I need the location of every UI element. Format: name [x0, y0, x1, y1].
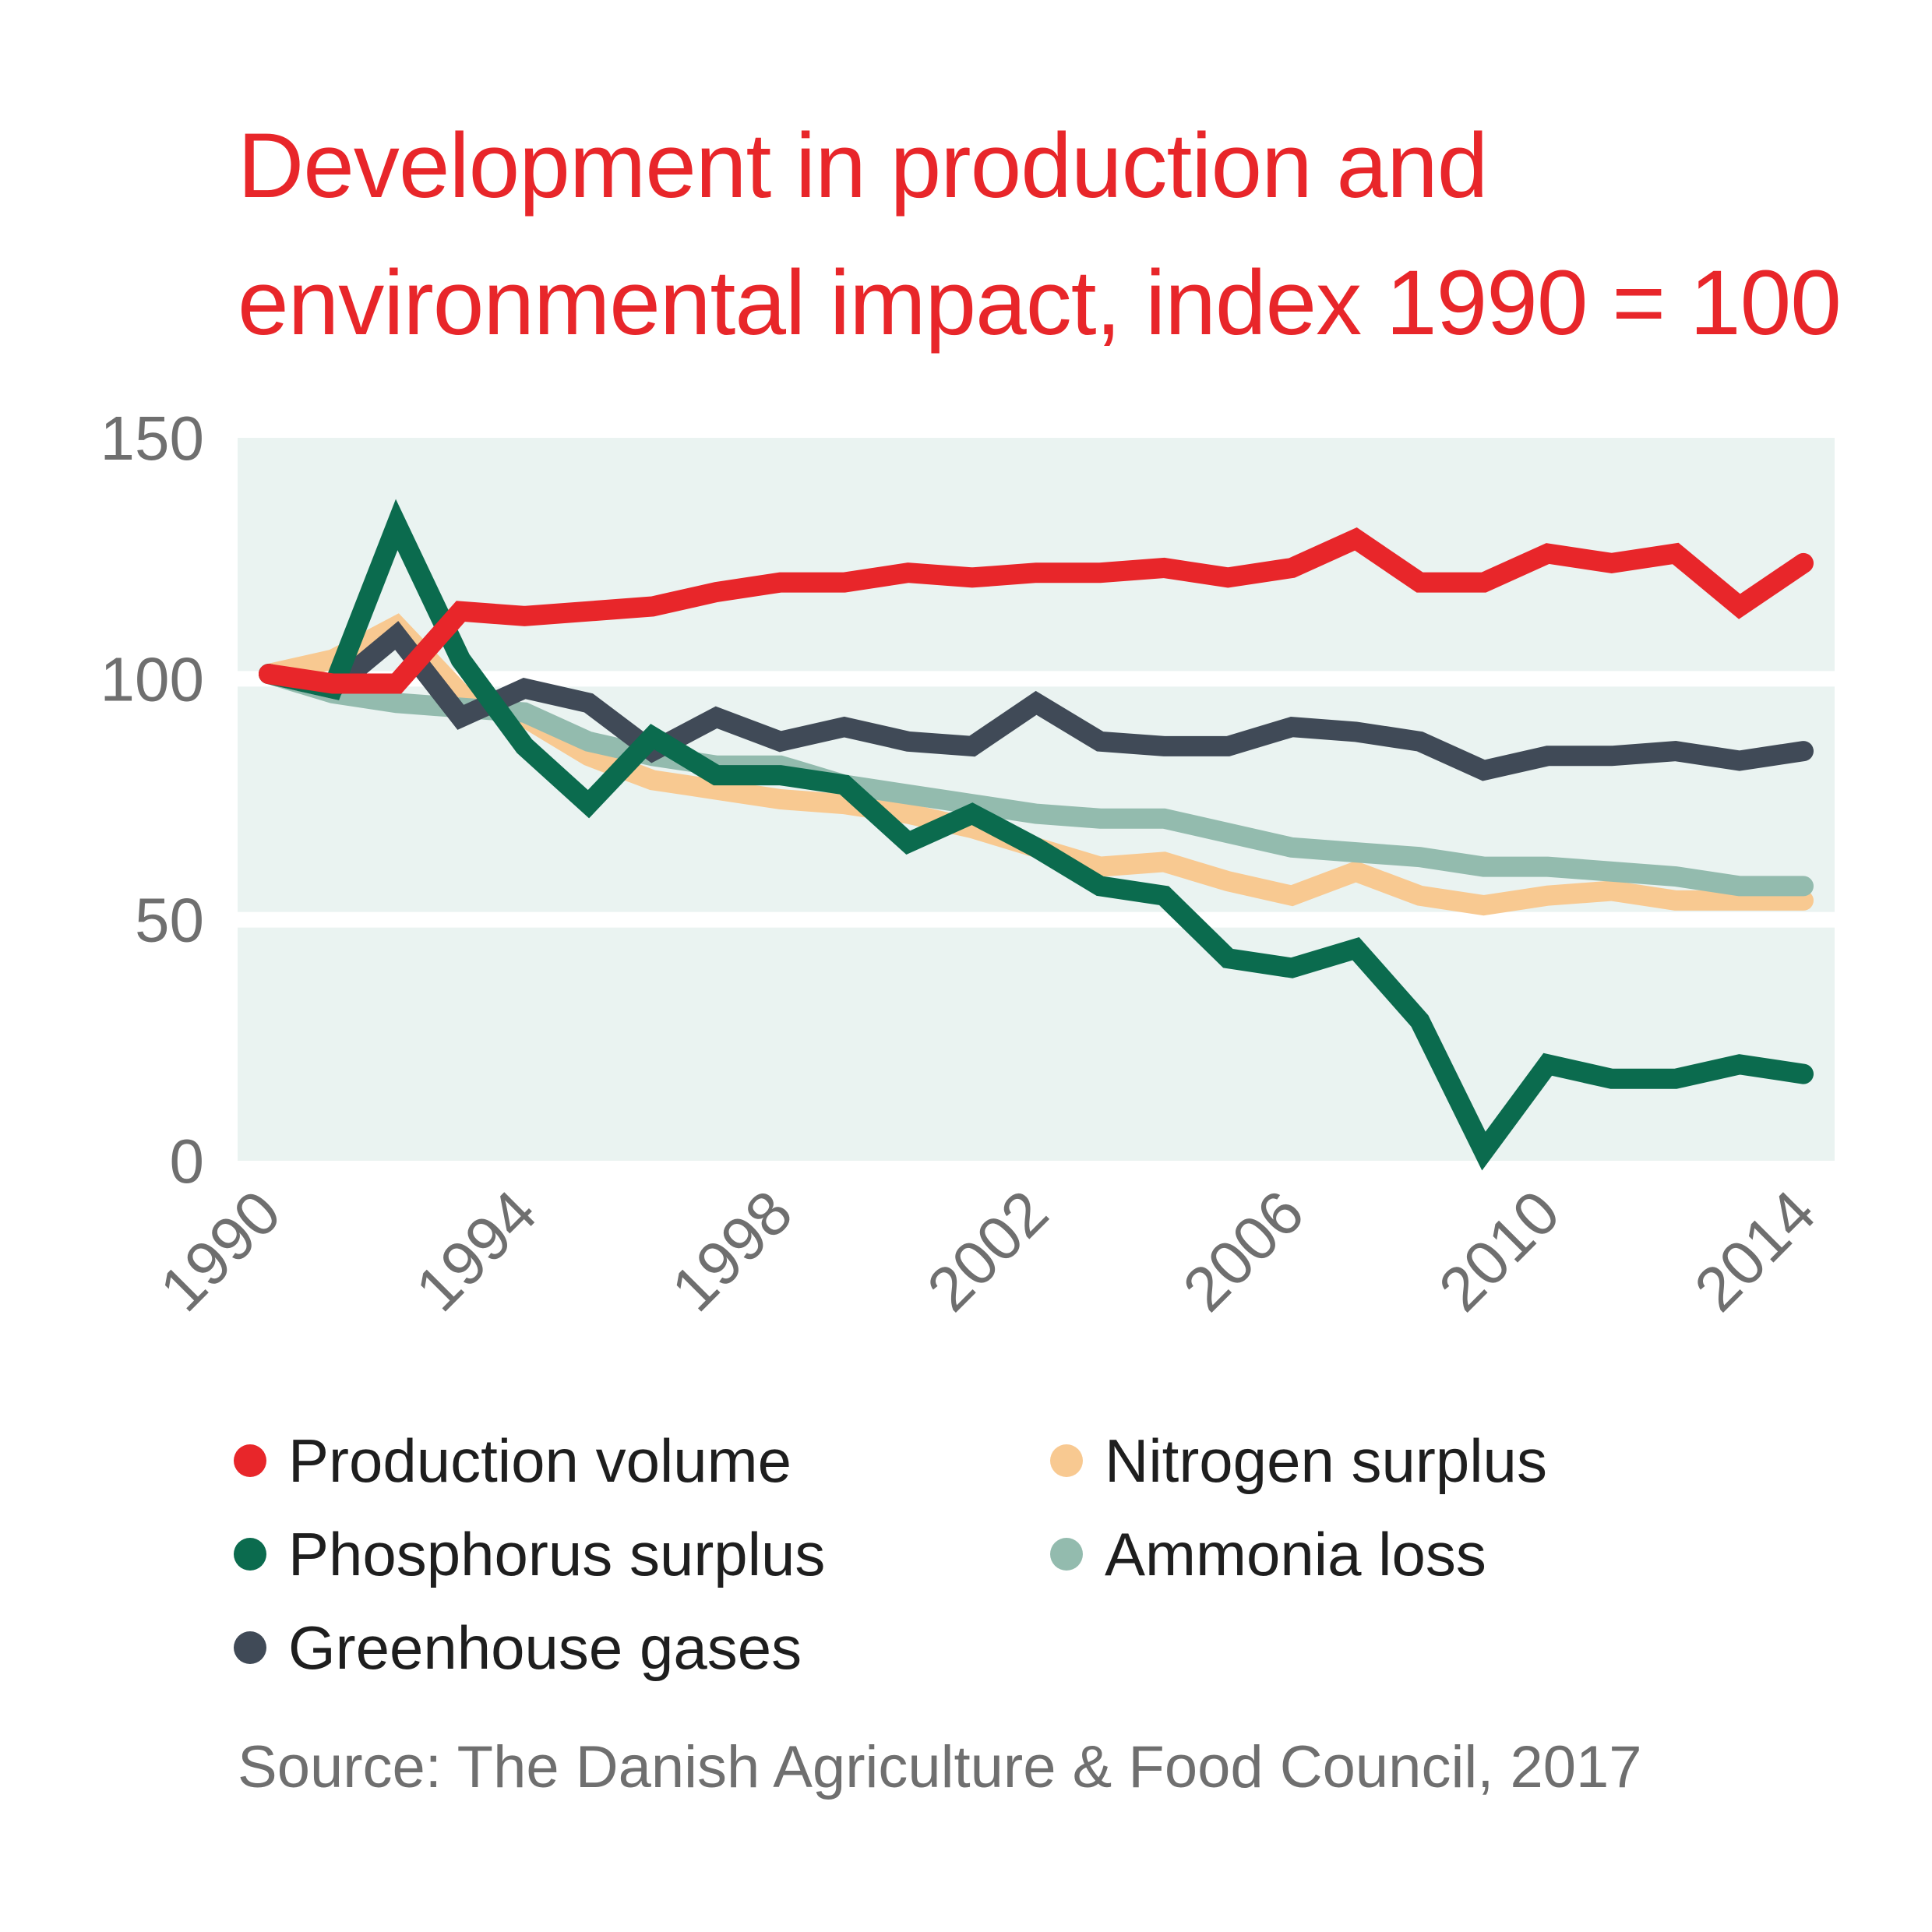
phosphorus-surplus-dot-icon [234, 1538, 266, 1571]
plot-background [238, 438, 1835, 1161]
series-line-greenhouse-gases [259, 621, 1814, 781]
y-axis-ticks: 0 50 100 150 [100, 404, 204, 1196]
plot-area [238, 438, 1835, 1161]
series-lines [259, 499, 1814, 1171]
chart-title: Development in production and environmen… [238, 97, 1874, 372]
legend-label-production-volume: Production volume [288, 1426, 792, 1495]
series-line-phosphorus-surplus [259, 499, 1814, 1171]
legend: Production volume Nitrogen surplus Phosp… [234, 1414, 1714, 1726]
y-tick-label: 100 [100, 644, 204, 714]
legend-label-nitrogen-surplus: Nitrogen surplus [1105, 1426, 1547, 1495]
x-tick-label: 2014 [1681, 1177, 1828, 1324]
x-tick-label: 1994 [403, 1177, 550, 1324]
y-tick-label: 150 [100, 404, 204, 473]
production-volume-dot-icon [234, 1444, 266, 1477]
series-line-ammonia-loss [259, 664, 1814, 897]
nitrogen-surplus-dot-icon [1050, 1444, 1083, 1477]
legend-item-production-volume: Production volume [234, 1414, 791, 1507]
legend-item-ammonia-loss: Ammonia loss [1050, 1507, 1486, 1601]
ammonia-loss-dot-icon [1050, 1538, 1083, 1571]
gridline-50 [238, 911, 1835, 928]
legend-label-greenhouse-gases: Greenhouse gases [288, 1613, 802, 1682]
x-tick-label: 2002 [914, 1177, 1061, 1324]
chart-title-line-2: environmental impact, index 1990 = 100 [238, 252, 1842, 354]
gridline-100 [238, 671, 1835, 687]
legend-label-ammonia-loss: Ammonia loss [1105, 1519, 1486, 1588]
y-tick-label: 0 [170, 1126, 205, 1196]
x-tick-label: 1998 [658, 1177, 806, 1324]
legend-item-nitrogen-surplus: Nitrogen surplus [1050, 1414, 1547, 1507]
chart-title-line-1: Development in production and [238, 115, 1488, 217]
x-axis-ticks: 1990 1994 1998 2002 2006 2010 2014 [146, 1177, 1828, 1324]
y-tick-label: 50 [135, 886, 204, 955]
x-tick-label: 1990 [146, 1177, 294, 1324]
x-tick-label: 2010 [1426, 1177, 1573, 1324]
line-chart: 0 50 100 150 1990 1994 1998 2002 2006 2010 2014 [100, 404, 1835, 1324]
series-line-production-volume [259, 527, 1814, 694]
x-tick-label: 2006 [1170, 1177, 1317, 1324]
greenhouse-gases-dot-icon [234, 1631, 266, 1664]
legend-label-phosphorus-surplus: Phosphorus surplus [288, 1519, 826, 1588]
legend-item-phosphorus-surplus: Phosphorus surplus [234, 1507, 825, 1601]
legend-item-greenhouse-gases: Greenhouse gases [234, 1601, 802, 1694]
source-note: Source: The Danish Agriculture & Food Co… [238, 1734, 1642, 1800]
